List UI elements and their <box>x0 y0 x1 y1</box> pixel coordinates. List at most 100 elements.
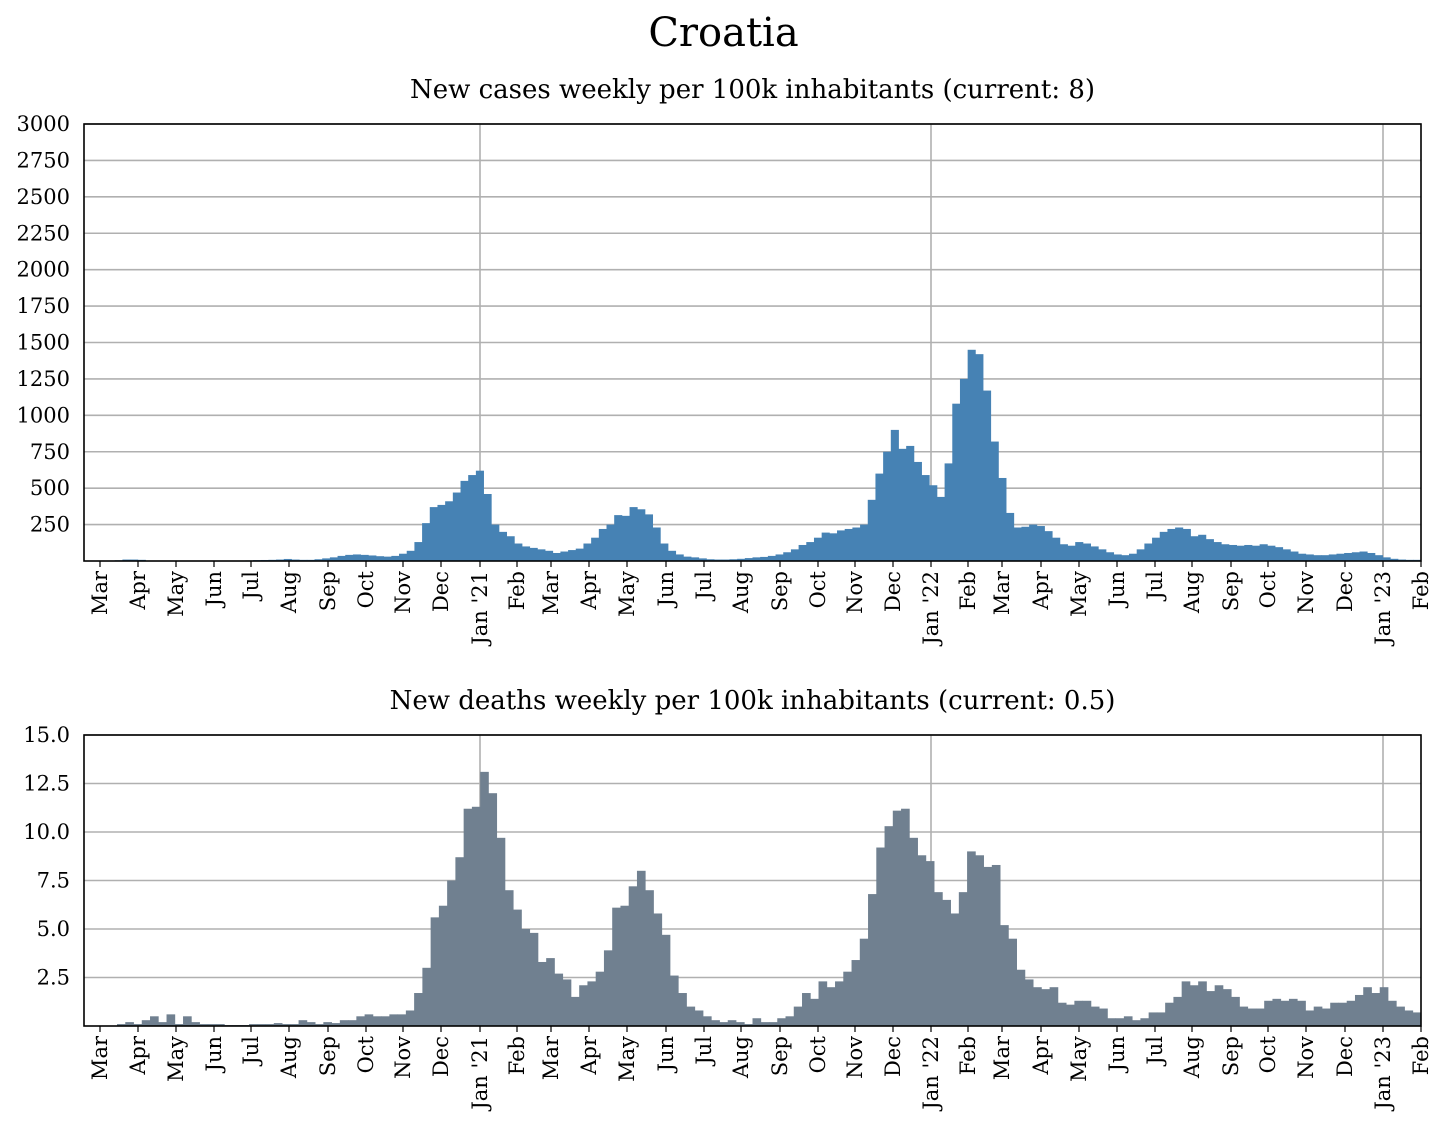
deaths-x-tick-label: Jun <box>202 1036 226 1073</box>
deaths-bar <box>1148 1012 1158 1026</box>
cases-bar <box>806 542 815 561</box>
cases-bar <box>936 496 945 561</box>
deaths-bar <box>125 1022 134 1026</box>
deaths-bar <box>529 932 539 1026</box>
cases-bar <box>1382 557 1391 561</box>
deaths-bar <box>199 1024 209 1026</box>
deaths-bar <box>1222 989 1232 1026</box>
cases-x-tick-label: Sep <box>768 571 792 611</box>
cases-bar <box>483 493 492 561</box>
cases-bar <box>752 557 761 561</box>
cases-bar <box>637 509 646 561</box>
deaths-x-tick-label: Jul <box>692 1036 716 1067</box>
cases-bar <box>368 555 377 561</box>
deaths-bar <box>678 993 687 1026</box>
deaths-x-tick-label: Feb <box>956 1036 980 1075</box>
cases-bar <box>1182 528 1191 561</box>
cases-bar <box>1036 526 1045 561</box>
cases-bar <box>1251 545 1261 561</box>
cases-bar <box>606 524 615 561</box>
deaths-bar <box>603 950 613 1026</box>
deaths-bar <box>282 1024 291 1026</box>
cases-bar <box>1013 527 1022 561</box>
deaths-bar <box>769 1022 778 1026</box>
deaths-bar <box>315 1024 324 1026</box>
deaths-bar <box>1247 1008 1257 1026</box>
cases-bar <box>1113 554 1122 561</box>
cases-bar <box>537 549 546 561</box>
deaths-bar <box>645 890 654 1026</box>
cases-bar <box>975 354 984 561</box>
deaths-bar <box>562 979 572 1026</box>
cases-bar <box>913 461 922 561</box>
deaths-bar <box>826 987 836 1026</box>
deaths-x-tick-label: Apr <box>577 1035 601 1076</box>
deaths-bar <box>835 981 844 1026</box>
deaths-bar <box>711 1020 720 1026</box>
deaths-bar <box>216 1024 225 1026</box>
deaths-bar <box>414 993 423 1026</box>
deaths-x-tick-label: Sep <box>316 1036 340 1076</box>
cases-bar <box>1351 552 1360 561</box>
cases-y-tick-label: 1500 <box>17 331 70 355</box>
cases-bar <box>429 507 438 561</box>
deaths-x-tick-label: Oct <box>354 1035 378 1073</box>
deaths-bar <box>653 913 663 1026</box>
cases-bar <box>1159 531 1168 561</box>
deaths-x-tick-label: May <box>615 1036 639 1082</box>
cases-bar <box>1298 553 1307 561</box>
deaths-bar <box>207 1024 217 1026</box>
deaths-bar <box>158 1022 167 1026</box>
deaths-bar <box>1049 987 1059 1026</box>
cases-x-tick-label: Apr <box>1029 570 1053 611</box>
cases-bar <box>1367 552 1376 561</box>
cases-x-tick-label: Dec <box>429 571 453 612</box>
deaths-bar <box>1214 985 1224 1026</box>
deaths-bar <box>1008 938 1017 1026</box>
cases-bar <box>1167 528 1176 561</box>
cases-x-tick-label: Dec <box>881 571 905 612</box>
deaths-bar <box>513 909 522 1026</box>
cases-bar <box>422 523 431 561</box>
deaths-bar <box>1173 996 1183 1026</box>
cases-bar <box>644 514 654 561</box>
deaths-y-tick-label: 10.0 <box>23 820 70 844</box>
cases-bar <box>1190 536 1199 561</box>
cases-bar <box>1244 544 1253 561</box>
cases-bar <box>598 528 607 561</box>
cases-bar <box>1205 539 1214 561</box>
cases-bar <box>691 557 700 561</box>
deaths-bar <box>1041 989 1051 1026</box>
cases-bar <box>1067 545 1076 561</box>
cases-x-tick-label: Aug <box>277 571 301 614</box>
cases-bar <box>813 537 823 561</box>
cases-bar <box>660 543 669 561</box>
deaths-bar <box>389 1014 399 1026</box>
cases-x-tick-label: Mar <box>539 570 563 615</box>
cases-bar <box>675 554 684 561</box>
deaths-x-tick-label: Jan '22 <box>919 1036 943 1112</box>
cases-bar <box>1129 553 1138 561</box>
cases-bar <box>1236 545 1245 561</box>
deaths-bar <box>1288 998 1298 1026</box>
deaths-bar <box>694 1010 704 1026</box>
deaths-bar <box>802 993 811 1026</box>
deaths-bar <box>851 960 861 1026</box>
cases-bar <box>322 558 331 561</box>
deaths-bar <box>1387 1000 1397 1026</box>
deaths-bar <box>422 967 432 1026</box>
cases-y-tick-label: 2000 <box>17 258 70 282</box>
deaths-bar <box>504 890 514 1026</box>
cases-bar <box>568 550 577 561</box>
deaths-bar <box>1107 1018 1117 1026</box>
cases-bar <box>629 507 638 561</box>
deaths-x-tick-label: Jul <box>1143 1036 1167 1067</box>
cases-bar <box>529 547 538 561</box>
deaths-bar <box>166 1014 176 1026</box>
cases-bar <box>1075 542 1084 561</box>
cases-bar <box>383 556 392 561</box>
deaths-bar <box>339 1020 349 1026</box>
deaths-x-tick-label: Mar <box>990 1035 1014 1080</box>
cases-bar <box>867 499 876 561</box>
cases-bar <box>821 532 830 561</box>
